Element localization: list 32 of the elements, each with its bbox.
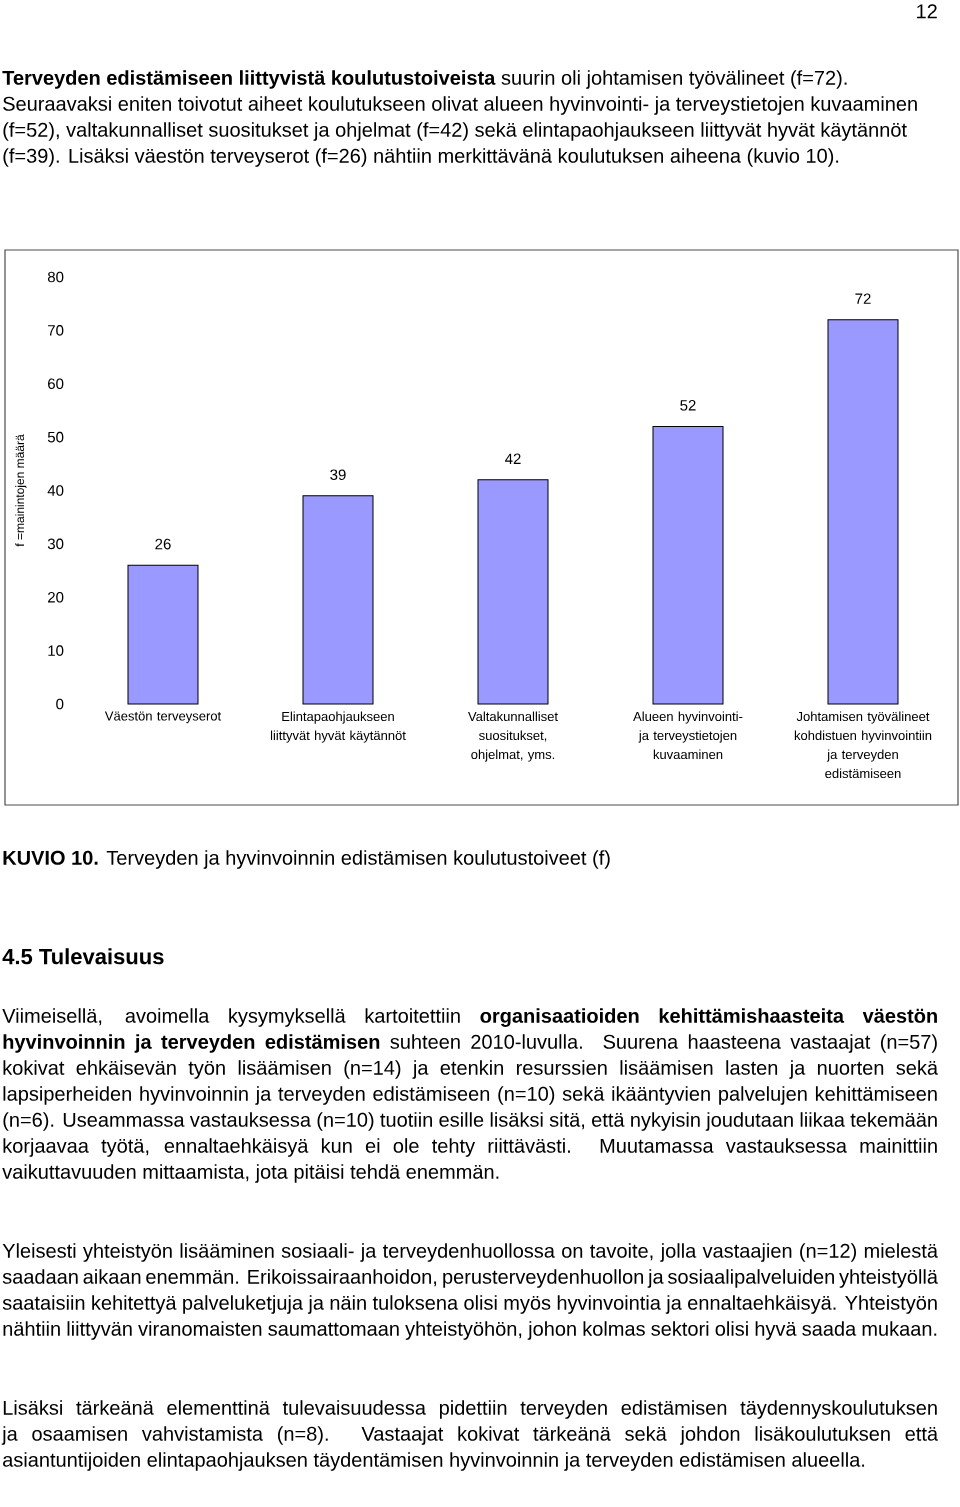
- y-tick-label: 10: [48, 645, 64, 656]
- data-label: 26: [155, 538, 171, 550]
- bar: [477, 479, 549, 705]
- x-tick-label: Alueen hyvinvointi- ja terveystietojen kuvaaminen: [633, 711, 743, 760]
- y-tick-label: 0: [56, 698, 64, 710]
- x-tick-label: Johtamisen työvälineet kohdistuen hyvinvointiin ja terveyden edistämiseen: [794, 711, 932, 779]
- y-tick-label: 40: [47, 485, 64, 496]
- data-label: 52: [680, 399, 696, 411]
- y-tick-label: 30: [47, 538, 64, 550]
- text: Terveyden edistämiseen liittyvistä koulutustoiveista suurin oli johtamisen työvälineet (f=72). Seuraavaksi eniten toivotut aiheet koulutukseen olivat alueen hyvinvointi- ja terveystietojen kuvaaminen (f=52), valtakunnalliset suositukset ja ohjelmat (f=42) sekä elintapaohjaukseen liittyvät hyvät käytännöt (f=39). Lisäksi väestön terveyserot (f=26) nähtiin merkittävänä koulutuksen aiheena (kuvio 10).: [2, 70, 917, 167]
- text: 4.5 Tulevaisuus: [2, 948, 164, 965]
- bar: [652, 425, 724, 705]
- data-label: 42: [505, 453, 521, 464]
- text: 12: [917, 4, 937, 19]
- data-label: 72: [855, 293, 871, 304]
- data-label: 39: [330, 469, 346, 480]
- bar: [127, 564, 199, 705]
- text: Yleisesti yhteistyön lisääminen sosiaali- ja terveydenhuollossa on tavoite, jolla vastaajien (n=12) mielestä saadaan aikaan enemmän. Erikoissairaanhoidon, perusterveydenhuollon ja sosiaalipalveluiden yhteistyöllä saataisiin kehitettyä palveluketjuja ja näin tuloksena olisi myös hyvinvointia ja ennaltaehkäisyä. Yhteistyön nähtiin liittyvän viranomaisten saumattomaan yhteistyöhön, johon kolmas sektori olisi hyvä saada mukaan.: [2, 1243, 939, 1340]
- x-tick-label: Elintapaohjaukseen liittyvät hyvät käytännöt: [270, 711, 406, 743]
- text: KUVIO 10. Terveyden ja hyvinvoinnin edistämisen koulutustoiveet (f): [3, 850, 610, 869]
- x-tick-label: Väestön terveyserot: [104, 711, 222, 724]
- y-tick-label: 70: [48, 325, 64, 336]
- y-tick-label: 60: [48, 378, 64, 390]
- y-axis-title: f =mainintojen määrä: [15, 434, 27, 547]
- y-tick-label: 20: [48, 591, 64, 603]
- bar: [302, 495, 374, 705]
- bar: [827, 319, 899, 705]
- text: Lisäksi tärkeänä elementtinä tulevaisuudessa pidettiin terveyden edistämisen täydennyskoulutuksen ja osaamisen vahvistamista (n=8). Vastaajat kokivat tärkeänä sekä johdon lisäkoulutuksen että asiantuntijoiden elintapaohjauksen täydentämisen hyvinvoinnin ja terveyden edistämisen alueella.: [1, 1400, 939, 1471]
- y-tick-label: 50: [47, 431, 64, 443]
- x-tick-label: Valtakunnalliset suositukset, ohjelmat, yms.: [468, 711, 558, 762]
- text: Viimeisellä, avoimella kysymyksellä kartoitettiin organisaatioiden kehittämishaasteita väestön hyvinvoinnin ja terveyden edistämisen suhteen 2010-luvulla. Suurena haasteena vastaajat (n=57) kokivat ehkäisevän työn lisäämisen (n=14) ja etenkin resurssien lisäämisen lasten ja nuorten sekä lapsiperheiden hyvinvoinnin ja terveyden edistämiseen (n=10) sekä ikääntyvien palvelujen kehittämiseen (n=6). Useammassa vastauksessa (n=10) tuotiin esille lisäksi sitä, että nykyisin joudutaan liikaa tekemään korjaavaa työtä, ennaltaehkäisyä kun ei ole tehty riittävästi. Muutamassa vastauksessa mainittiin vaikuttavuuden mittaamista, jota pitäisi tehdä enemmän.: [2, 1008, 939, 1183]
- y-tick-label: 80: [47, 271, 64, 283]
